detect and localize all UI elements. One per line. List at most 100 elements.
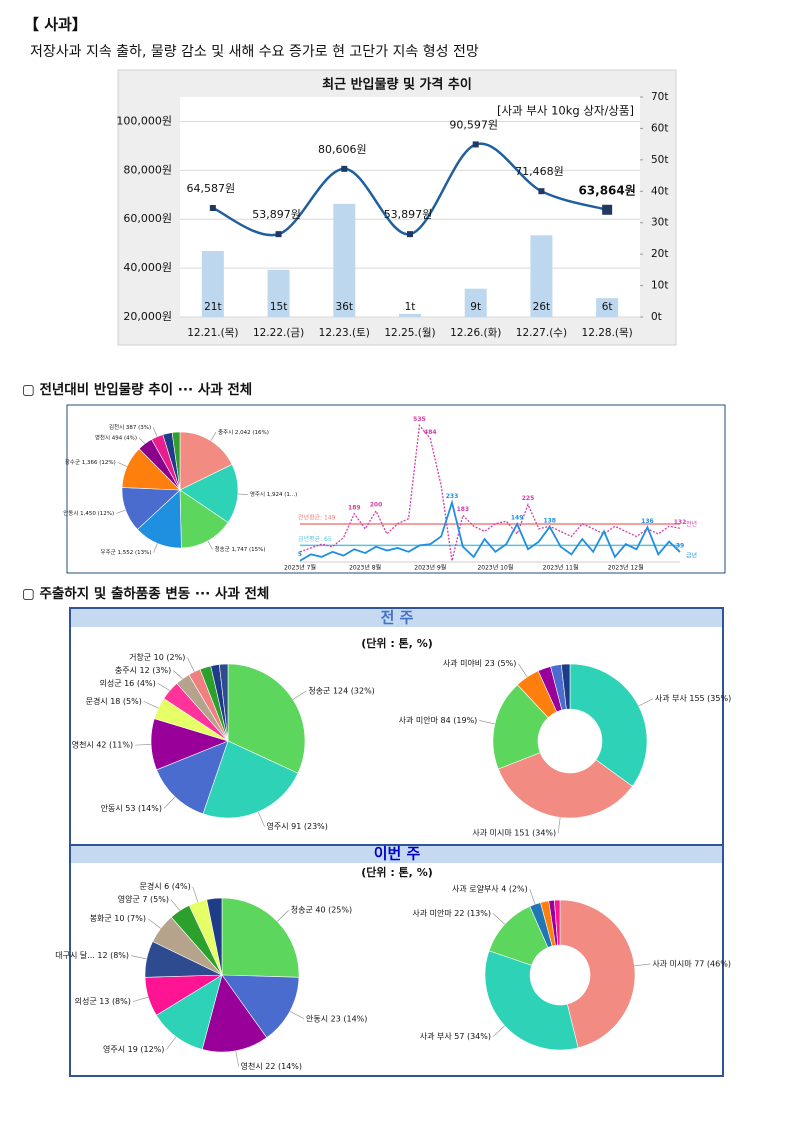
y2-tick-label: 60t	[651, 122, 668, 134]
x-tick-label: 12.28.(목)	[582, 327, 633, 339]
section-heading: ▢ 전년대비 반입물량 추이 ··· 사과 전체	[22, 381, 252, 398]
slice-label: 사과 미시마 151 (34%)	[472, 829, 556, 838]
leader-line	[207, 540, 213, 550]
slice-label: 충주시 12 (3%)	[115, 666, 171, 675]
leader-line	[116, 509, 126, 514]
leader-line	[235, 1050, 239, 1067]
y2-tick-label: 50t	[651, 154, 668, 166]
price-label: 80,606원	[318, 143, 367, 156]
slice-label: 충주시 2,042 (16%)	[218, 428, 269, 436]
donut-slice	[560, 663, 571, 710]
point-label: 225	[522, 495, 535, 502]
price-marker	[275, 231, 282, 238]
bar	[530, 235, 553, 317]
annotation: [사과 부사 10kg 상자/상품]	[497, 104, 634, 118]
x-tick-label: 12.22.(금)	[253, 327, 304, 339]
price-label: 71,468원	[515, 165, 564, 178]
point-label: 189	[348, 504, 361, 511]
y2-tick-label: 0t	[651, 311, 662, 323]
x-tick-label: 2023년 7월	[284, 564, 316, 572]
price-marker	[209, 205, 216, 212]
leader-line	[638, 698, 653, 707]
leader-line	[277, 910, 289, 922]
leader-line	[634, 963, 651, 967]
slice-label: 의성군 16 (4%)	[99, 678, 155, 688]
bar-label: 9t	[470, 301, 481, 313]
pie-slice	[179, 464, 239, 523]
leader-line	[192, 886, 199, 903]
bar-label: 21t	[204, 301, 221, 313]
leader-line	[152, 427, 158, 437]
bar	[399, 313, 421, 317]
slice-label: 영천시 22 (14%)	[241, 1061, 302, 1071]
leader-line	[166, 1036, 177, 1050]
pie-slice	[179, 431, 233, 491]
y2-tick-label: 30t	[651, 217, 668, 229]
chart-title: 최근 반입물량 및 가격 추이	[322, 77, 472, 93]
reference-label: 금년평균: 65	[298, 535, 332, 543]
point-label: 484	[424, 429, 437, 436]
x-tick-label: 12.26.(화)	[450, 327, 501, 339]
leader-line	[130, 955, 147, 960]
plot-area	[180, 97, 640, 317]
slice-label: 의성군 13 (8%)	[75, 996, 131, 1006]
leader-line	[237, 493, 248, 495]
donut-slice	[569, 663, 648, 787]
slice-label: 사과 로얄부사 4 (2%)	[452, 884, 528, 894]
leader-line	[153, 543, 158, 553]
donut-slice	[554, 899, 561, 946]
reference-label: 전년평균: 149	[298, 513, 336, 521]
bar-label: 15t	[270, 301, 287, 313]
slice-label: 문경시 18 (5%)	[86, 696, 142, 706]
y-tick-label: 20,000원	[123, 310, 172, 323]
donut-slice	[559, 899, 636, 1049]
point-label: 132	[674, 519, 687, 526]
slice-label: 사과 부사 57 (34%)	[420, 1032, 491, 1041]
price-marker	[407, 231, 413, 238]
section-heading: ▢ 주출하지 및 출하품종 변동 ··· 사과 전체	[22, 585, 269, 602]
pie-slice	[179, 489, 229, 549]
panel-header	[71, 846, 722, 863]
leader-line	[163, 796, 176, 809]
series-name: 금년	[686, 552, 697, 560]
x-tick-label: 12.21.(목)	[187, 327, 238, 339]
leader-line	[187, 657, 195, 672]
slice-label: 영양군 7 (5%)	[118, 894, 169, 904]
x-tick-label: 2023년 11월	[543, 564, 579, 572]
point-label: 200	[370, 501, 383, 508]
price-label: 64,587원	[187, 182, 236, 195]
leader-line	[210, 432, 217, 441]
unit-label: (단위 : 톤, %)	[361, 865, 433, 879]
bar	[267, 269, 290, 317]
bar	[464, 288, 487, 317]
donut-slice	[484, 950, 579, 1051]
slice-label: 영주시 19 (12%)	[103, 1044, 164, 1054]
point-label: 39	[676, 543, 684, 550]
slice-label: 안동시 53 (14%)	[101, 803, 162, 813]
point-label: 535	[413, 416, 426, 423]
y-tick-label: 80,000원	[123, 163, 172, 176]
x-tick-label: 12.23.(토)	[319, 327, 370, 339]
y-tick-label: 100,000원	[116, 114, 172, 127]
pie-slice	[221, 897, 300, 978]
x-tick-label: 2023년 8월	[349, 564, 381, 572]
unit-label: (단위 : 톤, %)	[361, 636, 433, 650]
series-line	[299, 423, 681, 561]
point-label: 5	[298, 551, 302, 558]
leader-line	[292, 690, 307, 700]
bar-label: 6t	[602, 301, 613, 313]
leader-line	[135, 744, 152, 746]
price-label: 53,897원	[384, 208, 433, 221]
price-label: 63,864원	[578, 183, 635, 197]
leader-line	[479, 720, 495, 725]
series-line	[299, 499, 681, 562]
slice-label: 사과 미시마 77 (46%)	[652, 959, 731, 968]
x-tick-label: 2023년 9월	[414, 564, 446, 572]
slice-label: 거창군 10 (2%)	[129, 653, 185, 662]
pie-slice	[218, 663, 229, 742]
price-label: 90,597원	[449, 118, 498, 131]
pie-slice	[171, 431, 181, 491]
pie-slice	[201, 974, 268, 1053]
slice-label: 안동시 23 (14%)	[306, 1013, 367, 1023]
